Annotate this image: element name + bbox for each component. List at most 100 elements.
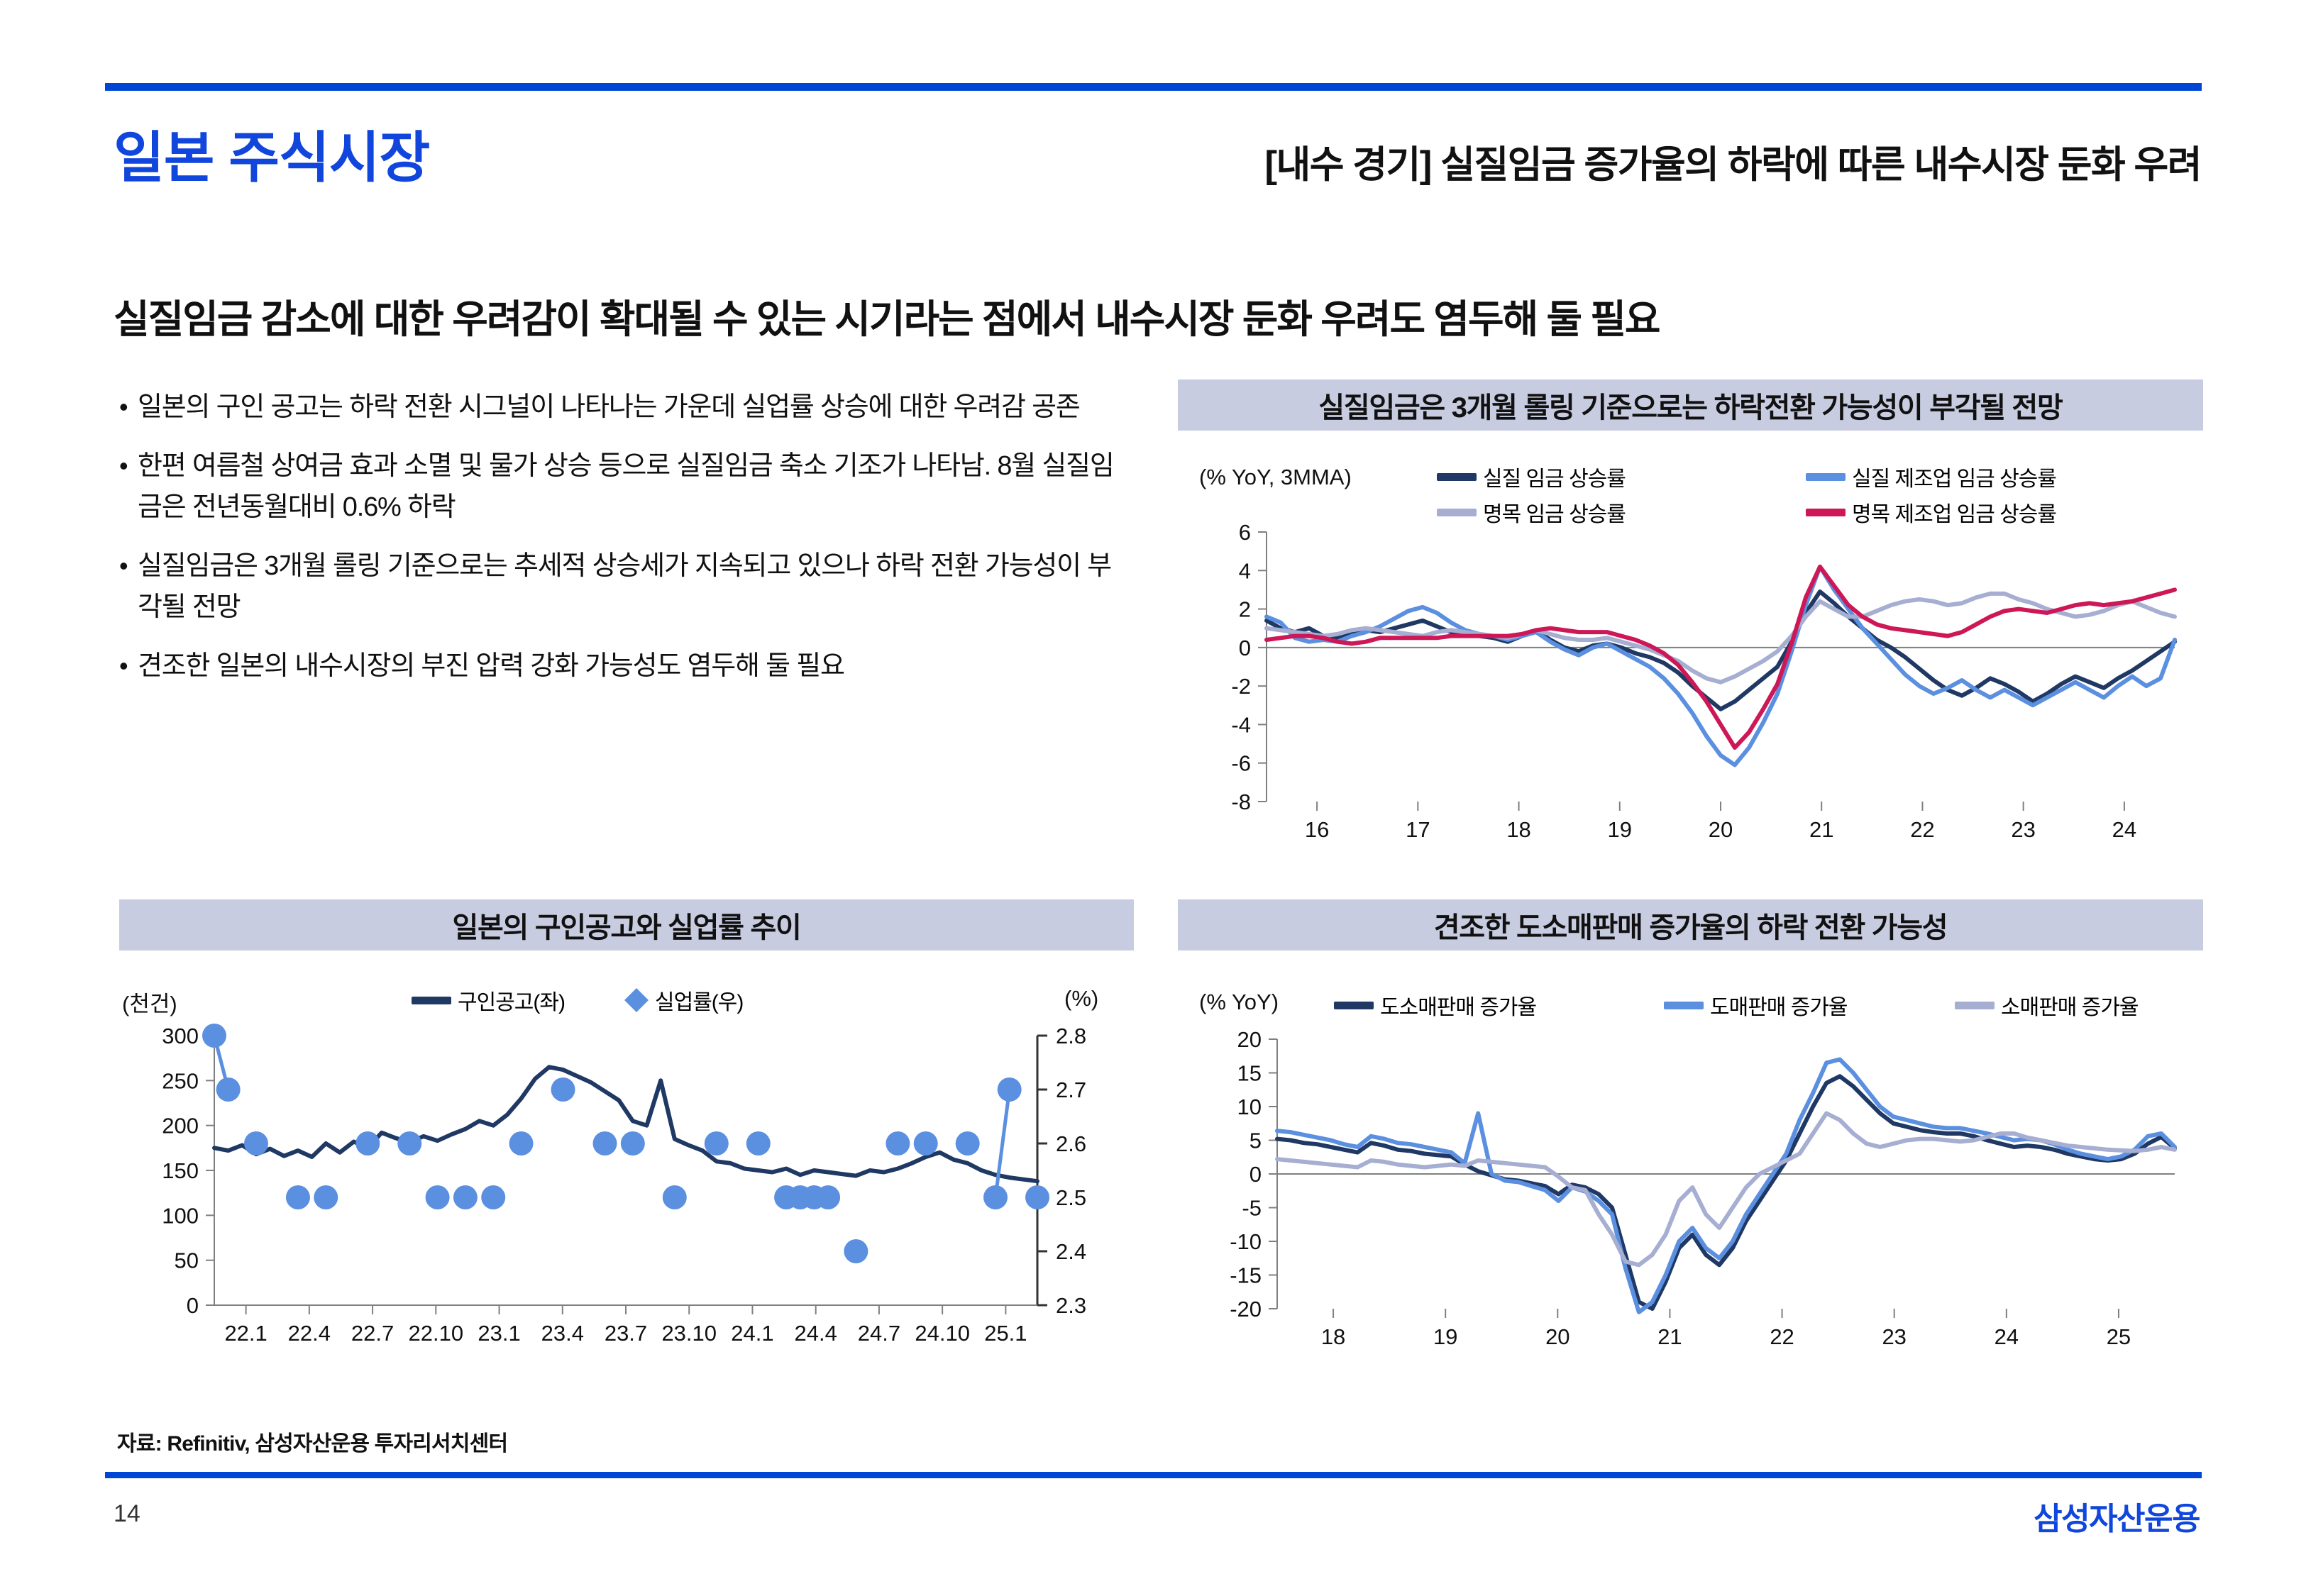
legend-swatch-retail <box>1955 1001 1995 1009</box>
legend-item-job-openings: 구인공고(좌) <box>412 985 566 1016</box>
svg-text:0: 0 <box>1239 636 1251 660</box>
legend-item-real-wage: 실질 임금 상승률 <box>1437 461 1626 492</box>
bullet-text: 한편 여름철 상여금 효과 소멸 및 물가 상승 등으로 실질임금 축소 기조가… <box>138 451 1115 522</box>
legend-label: 구인공고(좌) <box>458 991 566 1014</box>
bullet-dot: • <box>119 551 128 580</box>
legend-label: 실업률(우) <box>655 991 744 1014</box>
page-number: 14 <box>114 1500 140 1527</box>
svg-text:23: 23 <box>2011 817 2035 842</box>
svg-text:25: 25 <box>2107 1324 2131 1349</box>
page-title: 일본 주식시장 <box>114 126 430 189</box>
retail-unit-label: (% YoY) <box>1199 990 1279 1014</box>
list-item: • 한편 여름철 상여금 효과 소멸 및 물가 상승 등으로 실질임금 축소 기… <box>119 445 1127 528</box>
bullet-text: 견조한 일본의 내수시장의 부진 압력 강화 가능성도 염두해 둘 필요 <box>138 651 845 681</box>
svg-text:17: 17 <box>1406 817 1430 842</box>
legend-label: 도매판매 증가율 <box>1710 996 1848 1019</box>
svg-text:18: 18 <box>1321 1324 1345 1349</box>
legend-marker-unemployment <box>624 988 649 1012</box>
svg-text:25.1: 25.1 <box>984 1321 1027 1346</box>
bullet-dot: • <box>119 651 128 680</box>
svg-text:23.10: 23.10 <box>661 1321 717 1346</box>
legend-item-real-mfg-wage: 실질 제조업 임금 상승률 <box>1806 461 2057 492</box>
svg-text:22.10: 22.10 <box>409 1321 464 1346</box>
bullet-text: 실질임금은 3개월 롤링 기준으로는 추세적 상승세가 지속되고 있으나 하락 … <box>138 551 1112 622</box>
chart-panel-retail: 견조한 도소매판매 증가율의 하락 전환 가능성 <box>1178 899 2203 951</box>
svg-text:24.10: 24.10 <box>915 1321 970 1346</box>
svg-text:24: 24 <box>1995 1324 2019 1349</box>
svg-text:300: 300 <box>162 1024 199 1048</box>
legend-item-wholesale: 도매판매 증가율 <box>1664 990 1848 1021</box>
svg-text:23.4: 23.4 <box>541 1321 584 1346</box>
source-note: 자료: Refinitiv, 삼성자산운용 투자리서치센터 <box>117 1432 508 1456</box>
svg-text:24.7: 24.7 <box>858 1321 900 1346</box>
legend-swatch-nominal-mfg-wage <box>1806 508 1846 516</box>
svg-text:200: 200 <box>162 1114 199 1138</box>
svg-text:18: 18 <box>1506 817 1530 842</box>
bullet-text: 일본의 구인 공고는 하락 전환 시그널이 나타나는 가운데 실업률 상승에 대… <box>138 392 1081 422</box>
svg-text:20: 20 <box>1545 1324 1569 1349</box>
list-item: • 견조한 일본의 내수시장의 부진 압력 강화 가능성도 염두해 둘 필요 <box>119 645 1127 687</box>
svg-text:-20: -20 <box>1230 1297 1262 1321</box>
svg-text:21: 21 <box>1809 817 1833 842</box>
svg-text:19: 19 <box>1433 1324 1457 1349</box>
chart-wages: 6 4 2 0 -2 -4 -6 -8 16 17 18 19 20 21 22 23 24 <box>1199 518 2192 851</box>
chart-title-jobs: 일본의 구인공고와 실업률 추이 <box>119 899 1134 951</box>
svg-text:-8: -8 <box>1231 789 1251 814</box>
chart-jobs-svg: 300 250 200 150 100 50 0 2.8 2.7 2.6 2.5 2.4 2.3 22.1… <box>162 1024 1086 1346</box>
svg-text:20: 20 <box>1237 1027 1262 1052</box>
svg-text:100: 100 <box>162 1203 199 1228</box>
svg-text:24: 24 <box>2112 817 2136 842</box>
svg-text:23.7: 23.7 <box>605 1321 647 1346</box>
svg-text:22: 22 <box>1910 817 1934 842</box>
bullet-dot: • <box>119 451 128 480</box>
svg-text:0: 0 <box>1249 1162 1262 1187</box>
legend-item-retail: 소매판매 증가율 <box>1955 990 2139 1021</box>
svg-text:22.4: 22.4 <box>288 1321 331 1346</box>
svg-text:24.4: 24.4 <box>795 1321 837 1346</box>
svg-text:50: 50 <box>175 1248 199 1273</box>
legend-swatch-job-openings <box>412 996 451 1004</box>
legend-item-nominal-wage: 명목 임금 상승률 <box>1437 497 1626 528</box>
legend-swatch-wholesale-retail <box>1334 1001 1374 1009</box>
wages-unit-label: (% YoY, 3MMA) <box>1199 465 1352 489</box>
svg-text:15: 15 <box>1237 1061 1262 1086</box>
svg-text:19: 19 <box>1608 817 1632 842</box>
svg-text:-4: -4 <box>1231 712 1251 737</box>
jobs-right-unit-label: (%) <box>1064 986 1099 1011</box>
chart-retail: 20 15 10 5 0 -5 -10 -15 -20 18 19 20 21 22 23 24 25 <box>1199 1025 2192 1358</box>
svg-text:2.3: 2.3 <box>1056 1293 1086 1318</box>
svg-text:2.8: 2.8 <box>1056 1024 1086 1048</box>
list-item: • 실질임금은 3개월 롤링 기준으로는 추세적 상승세가 지속되고 있으나 하… <box>119 545 1127 628</box>
svg-text:4: 4 <box>1239 558 1251 583</box>
svg-text:22.7: 22.7 <box>351 1321 394 1346</box>
svg-text:10: 10 <box>1237 1095 1262 1119</box>
jobs-left-unit-label: (천건) <box>122 992 177 1016</box>
svg-text:150: 150 <box>162 1158 199 1183</box>
chart-retail-svg: 20 15 10 5 0 -5 -10 -15 -20 18 19 20 21 22 23 24 25 <box>1230 1027 2177 1349</box>
svg-text:23.1: 23.1 <box>478 1321 520 1346</box>
chart-panel-wages: 실질임금은 3개월 롤링 기준으로는 하락전환 가능성이 부각될 전망 <box>1178 379 2203 431</box>
svg-text:22: 22 <box>1770 1324 1794 1349</box>
bullet-list: • 일본의 구인 공고는 하락 전환 시그널이 나타나는 가운데 실업률 상승에… <box>119 387 1127 704</box>
chart-title-wages: 실질임금은 3개월 롤링 기준으로는 하락전환 가능성이 부각될 전망 <box>1178 379 2203 431</box>
svg-text:-6: -6 <box>1231 751 1251 776</box>
list-item: • 일본의 구인 공고는 하락 전환 시그널이 나타나는 가운데 실업률 상승에… <box>119 387 1127 428</box>
svg-text:2: 2 <box>1239 597 1251 622</box>
svg-text:-2: -2 <box>1231 674 1251 699</box>
svg-text:2.6: 2.6 <box>1056 1131 1086 1156</box>
header-subtitle: [내수 경기] 실질임금 증가율의 하락에 따른 내수시장 둔화 우려 <box>1264 144 2202 186</box>
chart-jobs: 300 250 200 150 100 50 0 2.8 2.7 2.6 2.5 2.4 2.3 22.1… <box>122 1021 1130 1355</box>
legend-swatch-nominal-wage <box>1437 508 1477 516</box>
legend-item-unemployment: 실업률(우) <box>624 985 744 1016</box>
legend-label: 도소매판매 증가율 <box>1380 996 1537 1019</box>
legend-swatch-wholesale <box>1664 1001 1704 1009</box>
svg-text:-10: -10 <box>1230 1229 1262 1254</box>
chart-title-retail: 견조한 도소매판매 증가율의 하락 전환 가능성 <box>1178 899 2203 951</box>
svg-text:2.4: 2.4 <box>1056 1239 1086 1264</box>
legend-label: 명목 임금 상승률 <box>1483 503 1626 526</box>
legend-label: 소매판매 증가율 <box>2001 996 2139 1019</box>
legend-item-nominal-mfg-wage: 명목 제조업 임금 상승률 <box>1806 497 2057 528</box>
svg-text:0: 0 <box>187 1293 199 1318</box>
